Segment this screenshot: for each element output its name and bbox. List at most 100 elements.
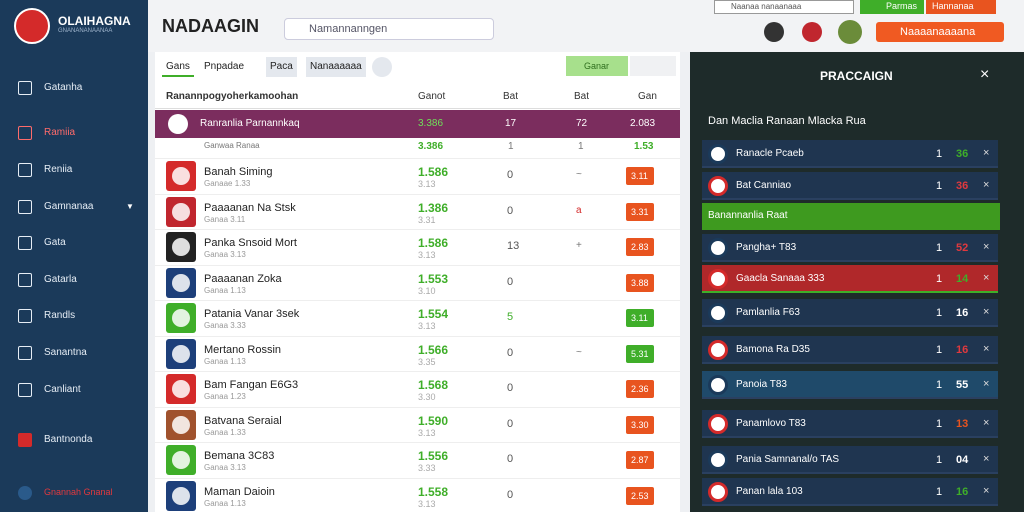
team-name[interactable]: Paaaanan Na Stsk — [204, 201, 296, 214]
nav-icon — [18, 81, 32, 95]
column-header: Ganot — [418, 91, 446, 102]
panel-row[interactable] — [702, 336, 998, 364]
team-name[interactable]: Paaaanan Zoka — [204, 272, 282, 285]
top-search[interactable]: Naanaa nanaanaaa — [714, 0, 854, 14]
search-box[interactable]: Namannanngen — [284, 18, 494, 40]
featured-cell: 72 — [576, 118, 588, 129]
odds[interactable]: 1.386 — [418, 200, 449, 215]
panel-row[interactable] — [702, 265, 998, 293]
panel-close: × — [983, 179, 990, 191]
panel-value-a: 1 — [936, 273, 943, 285]
action-ghost — [630, 56, 676, 76]
panel-row[interactable] — [702, 446, 998, 474]
row-line — [155, 300, 680, 301]
panel-value-b: 04 — [956, 454, 969, 466]
col-extra: ~ — [576, 346, 582, 358]
nav-icon — [18, 346, 32, 360]
panel-value-a: 1 — [936, 379, 943, 391]
odds-badge[interactable]: 3.30 — [626, 415, 654, 434]
odds[interactable]: 1.558 — [418, 484, 449, 499]
panel-close: × — [983, 417, 990, 429]
panel-row[interactable] — [702, 371, 998, 399]
odds-badge[interactable]: 2.53 — [626, 486, 654, 505]
footer-icon — [18, 486, 32, 500]
menu-button[interactable]: Hannanaa — [926, 0, 996, 14]
odds[interactable]: 1.553 — [418, 271, 449, 286]
odds-badge[interactable]: 5.31 — [626, 344, 654, 363]
close-button[interactable]: × — [980, 66, 990, 83]
panel-row[interactable] — [702, 172, 998, 200]
col-value: 0 — [507, 275, 514, 288]
team-name[interactable]: Banah Siming — [204, 166, 273, 178]
panel-row[interactable] — [702, 299, 998, 327]
nav-icon — [18, 309, 32, 323]
nav-item[interactable]: Gatarla — [44, 274, 77, 285]
nav-item[interactable]: Randls — [44, 310, 76, 321]
odds[interactable]: 1.566 — [418, 342, 449, 357]
odds-badge[interactable]: 2.83 — [626, 238, 654, 256]
team-sub: Ganaa 3.33 — [204, 321, 246, 330]
nav-item[interactable]: Sanantna — [44, 347, 87, 358]
odds-badge[interactable]: 3.11 — [626, 309, 654, 327]
sidebar-footer[interactable]: Gnannah Gnanal — [44, 487, 113, 497]
odds-badge[interactable]: 3.31 — [626, 202, 654, 221]
team-name[interactable]: Panka Snsoid Mort — [204, 237, 297, 249]
odds-badge[interactable]: 3.88 — [626, 273, 654, 292]
odds-badge[interactable]: 2.87 — [626, 451, 654, 469]
panel-close: × — [983, 453, 990, 465]
icon-dark[interactable] — [764, 22, 784, 42]
panel-subtitle: Dan Maclia Ranaan Mlacka Rua — [708, 115, 866, 127]
team-name[interactable]: Mertano Rossin — [204, 343, 282, 356]
nav-item[interactable]: Gamnanaa — [44, 201, 94, 212]
action-button[interactable]: Ganar — [566, 56, 628, 76]
odds[interactable]: 1.586 — [418, 236, 449, 250]
col-value: 0 — [507, 204, 514, 217]
team-name[interactable]: Bam Fangan E6G3 — [204, 379, 299, 391]
panel-name: Panamlovo T83 — [736, 418, 806, 429]
panel-row[interactable] — [702, 478, 998, 506]
team-name[interactable]: Maman Daioin — [204, 485, 275, 498]
status-button[interactable]: Parmas — [860, 0, 924, 14]
panel-name: Bat Canniao — [736, 180, 792, 191]
panel-row[interactable] — [702, 140, 998, 168]
team-name[interactable]: Bemana 3C83 — [204, 450, 275, 462]
featured-cell: 17 — [505, 118, 517, 129]
panel-value-a: 1 — [936, 418, 943, 430]
tab[interactable]: Paca — [266, 57, 297, 77]
odds[interactable]: 1.568 — [418, 378, 449, 392]
team-name[interactable]: Patania Vanar 3sek — [204, 308, 300, 320]
odds[interactable]: 1.590 — [418, 413, 449, 428]
nav-item[interactable]: Reniia — [44, 164, 73, 175]
panel-row[interactable] — [702, 234, 998, 262]
nav-item[interactable]: Canliant — [44, 384, 81, 395]
nav-item[interactable]: Bantnonda — [44, 434, 93, 445]
nav-item[interactable]: Ramiia — [44, 127, 76, 138]
odds[interactable]: 1.556 — [418, 449, 449, 463]
avatar[interactable] — [838, 20, 862, 44]
nav-icon — [18, 126, 32, 140]
odds-sub: 3.13 — [418, 250, 436, 260]
nav-item[interactable]: Gata — [44, 237, 66, 248]
panel-row[interactable] — [702, 410, 998, 438]
nav-icon — [18, 273, 32, 287]
col-value: 0 — [507, 382, 514, 394]
odds[interactable]: 1.586 — [418, 165, 449, 179]
column-header: Bat — [503, 91, 519, 102]
team-name[interactable]: Batvana Seraial — [204, 414, 282, 427]
panel-close: × — [983, 485, 990, 497]
icon-alert[interactable] — [802, 22, 822, 42]
tab[interactable]: Pnpadae — [204, 61, 245, 72]
odds-badge[interactable]: 2.36 — [626, 380, 654, 398]
nav-item[interactable]: Gatanha — [44, 82, 83, 93]
panel-logo — [708, 482, 728, 502]
summary-cell: 1.53 — [634, 141, 654, 152]
tab[interactable]: Gans — [162, 57, 194, 77]
team-logo-inner — [172, 309, 190, 327]
odds-badge[interactable]: 3.11 — [626, 167, 654, 185]
primary-button[interactable]: Naaaanaaaana — [876, 22, 1004, 42]
odds[interactable]: 1.554 — [418, 307, 449, 321]
tab[interactable]: Nanaaaaaa — [306, 57, 366, 77]
team-logo-inner — [172, 238, 190, 256]
